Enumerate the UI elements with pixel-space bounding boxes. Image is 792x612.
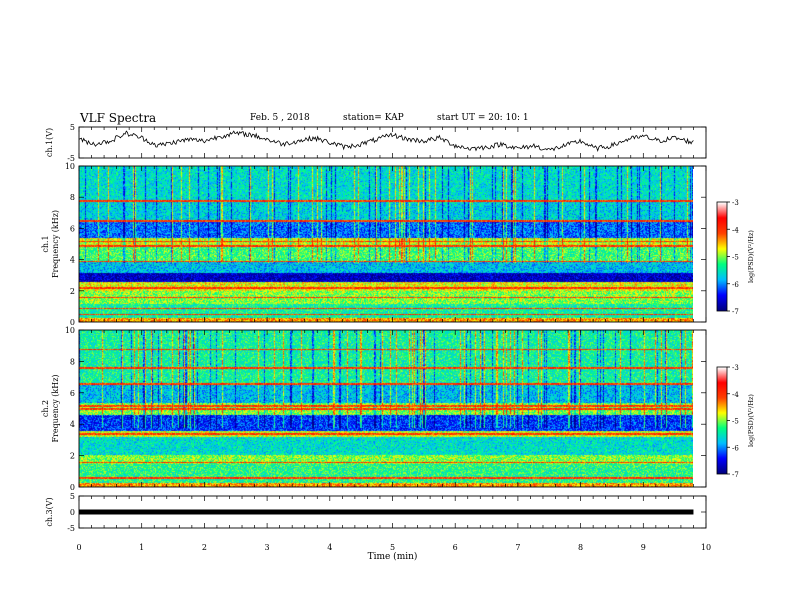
colorbar-tick-label: -5 — [732, 418, 739, 426]
y-tick-label: 5 — [70, 123, 75, 132]
y-tick-label: 8 — [70, 357, 75, 366]
y-tick-label: 6 — [70, 389, 75, 398]
x-axis-label: Time (min) — [368, 551, 418, 562]
x-tick-label: 6 — [453, 543, 458, 552]
y-axis-label: ch.3(V) — [45, 497, 54, 526]
spectrogram-layer — [79, 166, 727, 487]
y-axis-label: ch.1(V) — [45, 128, 54, 157]
station-label: station= KAP — [343, 113, 404, 123]
y-axis-label: Frequency (kHz) — [51, 374, 60, 442]
x-tick-label: 7 — [515, 543, 520, 552]
y-tick-label: -5 — [67, 154, 75, 163]
x-tick-label: 5 — [390, 543, 395, 552]
colorbar-label: log(PSD)(V²/Hz) — [747, 230, 755, 283]
colorbar-tick-label: -4 — [732, 226, 739, 234]
y-tick-label: 8 — [70, 193, 75, 202]
ch1-spectrogram-image — [79, 166, 693, 322]
colorbar-tick-label: -6 — [732, 444, 739, 452]
y-axis-label: ch.2 — [41, 400, 50, 417]
x-tick-label: 3 — [265, 543, 270, 552]
y-tick-label: 10 — [65, 326, 75, 335]
colorbar-image — [717, 202, 727, 311]
axes-layer — [78, 126, 730, 529]
x-tick-label: 10 — [701, 543, 711, 552]
colorbar-tick-label: -4 — [732, 391, 739, 399]
colorbar-tick-label: -6 — [732, 281, 739, 289]
colorbar-image — [717, 367, 727, 474]
colorbar-tick-label: -7 — [732, 308, 739, 316]
colorbar-tick-label: -3 — [732, 364, 739, 372]
figure-title: VLF Spectra — [80, 111, 157, 125]
y-axis-label: ch.1 — [41, 235, 50, 252]
labels-layer: -3 -4 -5 -6 -7 log(PSD)(V²/Hz) -3 -4 -5 -6 -7 log(P… — [41, 123, 755, 562]
y-tick-label: 0 — [70, 508, 75, 517]
start-time-label: start UT = 20: 10: 1 — [437, 113, 529, 123]
y-tick-label: 2 — [70, 287, 75, 296]
x-tick-label: 4 — [327, 543, 332, 552]
colorbar-label: log(PSD)(V²/Hz) — [747, 394, 755, 447]
x-tick-label: 1 — [139, 543, 144, 552]
x-tick-label: 2 — [202, 543, 207, 552]
colorbar-tick-label: -3 — [732, 199, 739, 207]
waveform-layer — [78, 130, 694, 515]
y-axis-label: Frequency (kHz) — [51, 210, 60, 278]
x-tick-label: 8 — [578, 543, 583, 552]
y-tick-label: 4 — [70, 420, 75, 429]
y-tick-label: -5 — [67, 524, 75, 533]
ch1-waveform-line — [78, 130, 694, 152]
x-tick-label: 0 — [76, 543, 81, 552]
colorbar-tick-label: -7 — [732, 471, 739, 479]
x-tick-label: 9 — [641, 543, 646, 552]
ch2-spectrogram-image — [79, 330, 693, 487]
date-label: Feb. 5 , 2018 — [250, 113, 310, 123]
y-tick-label: 0 — [70, 483, 75, 492]
y-tick-label: 6 — [70, 224, 75, 233]
y-tick-label: 4 — [70, 256, 75, 265]
y-tick-label: 0 — [70, 318, 75, 327]
colorbar-tick-label: -5 — [732, 254, 739, 262]
y-tick-label: 5 — [70, 492, 75, 501]
y-tick-label: 2 — [70, 452, 75, 461]
y-tick-label: 10 — [65, 162, 75, 171]
